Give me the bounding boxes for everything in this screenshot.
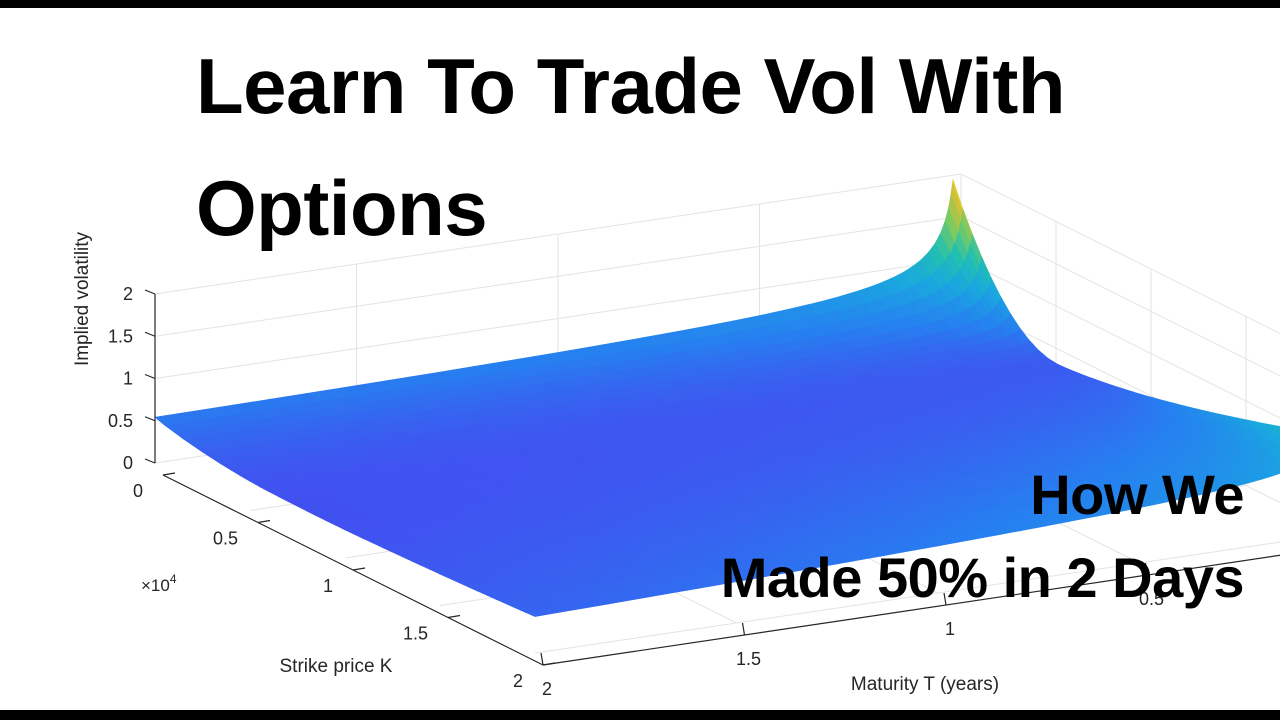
- x-axis-multiplier: ×104: [141, 572, 177, 595]
- z-tick-mark: [144, 458, 156, 464]
- thumbnail-canvas: Implied volatility Strike price K Maturi…: [0, 8, 1280, 710]
- volatility-surface: [154, 179, 1280, 617]
- x-tick-label: 0: [133, 481, 143, 501]
- y-tick-mark: [741, 622, 746, 636]
- y-tick-label: 1: [945, 619, 955, 639]
- subheadline-line-2: Made 50% in 2 Days: [720, 546, 1245, 609]
- x-tick-label: 1: [323, 576, 333, 596]
- axes: Implied volatility Strike price K Maturi…: [72, 231, 1280, 699]
- z-tick-mark: [144, 331, 156, 337]
- volatility-surface-chart: Implied volatility Strike price K Maturi…: [72, 173, 1280, 699]
- x-tick-label: 2: [513, 671, 523, 691]
- z-tick-mark: [144, 289, 156, 295]
- surface-patch: [154, 410, 205, 426]
- headline-line-2: Options: [196, 164, 488, 252]
- x-axis-label: Strike price K: [280, 656, 393, 677]
- y-tick-mark: [943, 592, 947, 606]
- y-tick-mark: [540, 652, 544, 666]
- y-axis-label: Maturity T (years): [851, 674, 999, 695]
- x-tick-mark: [352, 567, 366, 571]
- y-tick-label: 1.5: [736, 649, 761, 669]
- x-tick-mark: [447, 614, 461, 619]
- y-tick-mark: [1144, 562, 1149, 576]
- z-tick-mark: [144, 416, 156, 422]
- x-tick-mark: [542, 662, 556, 666]
- z-tick-label: 0.5: [108, 411, 133, 431]
- z-tick-label: 0: [123, 453, 133, 473]
- headline-line-1: Learn To Trade Vol With: [196, 42, 1065, 130]
- z-tick-label: 1: [123, 369, 133, 389]
- y-tick-label: 0.5: [1139, 589, 1164, 609]
- x-tick-mark: [257, 519, 271, 524]
- z-tick-label: 2: [123, 284, 133, 304]
- x-tick-label: 0.5: [213, 529, 238, 549]
- x-tick-label: 1.5: [403, 624, 428, 644]
- y-tick-label: 2: [542, 679, 552, 699]
- subheadline-line-1: How We: [1030, 463, 1244, 526]
- z-tick-mark: [144, 373, 156, 380]
- z-tick-label: 1.5: [108, 326, 133, 346]
- z-axis-label: Implied volatility: [72, 231, 93, 366]
- x-tick-mark: [162, 472, 176, 476]
